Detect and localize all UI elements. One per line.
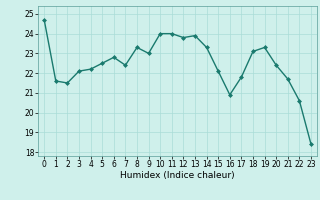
X-axis label: Humidex (Indice chaleur): Humidex (Indice chaleur) (120, 171, 235, 180)
